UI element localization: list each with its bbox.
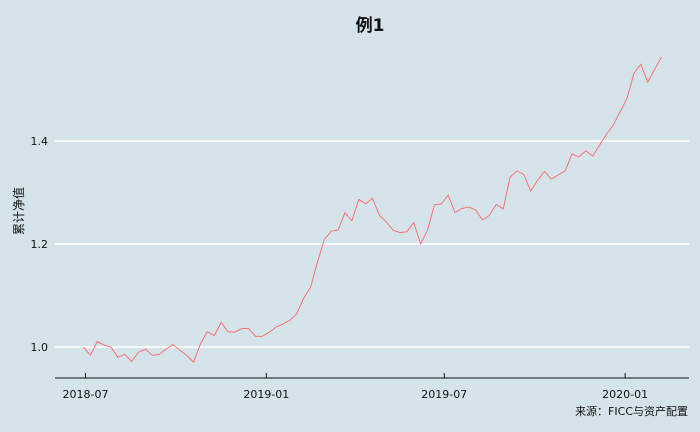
x-tick-label: 2019-07: [421, 388, 467, 401]
x-axis-ticks: 2018-07 2019-01 2019-07 2020-01: [62, 373, 648, 401]
x-tick-label: 2019-01: [243, 388, 289, 401]
y-tick-label: 1.2: [31, 238, 49, 251]
source-caption: 来源：FICC与资产配置: [575, 404, 688, 418]
y-tick-label: 1.0: [31, 341, 49, 354]
y-axis-label: 累计净值: [11, 187, 26, 235]
gridlines: [55, 140, 689, 348]
y-tick-label: 1.4: [31, 135, 49, 148]
x-tick-label: 2020-01: [602, 388, 648, 401]
series-line: [83, 56, 662, 363]
y-axis-ticks: 1.0 1.2 1.4: [31, 135, 49, 354]
chart-title: 例1: [356, 15, 385, 36]
x-tick-label: 2018-07: [62, 388, 108, 401]
